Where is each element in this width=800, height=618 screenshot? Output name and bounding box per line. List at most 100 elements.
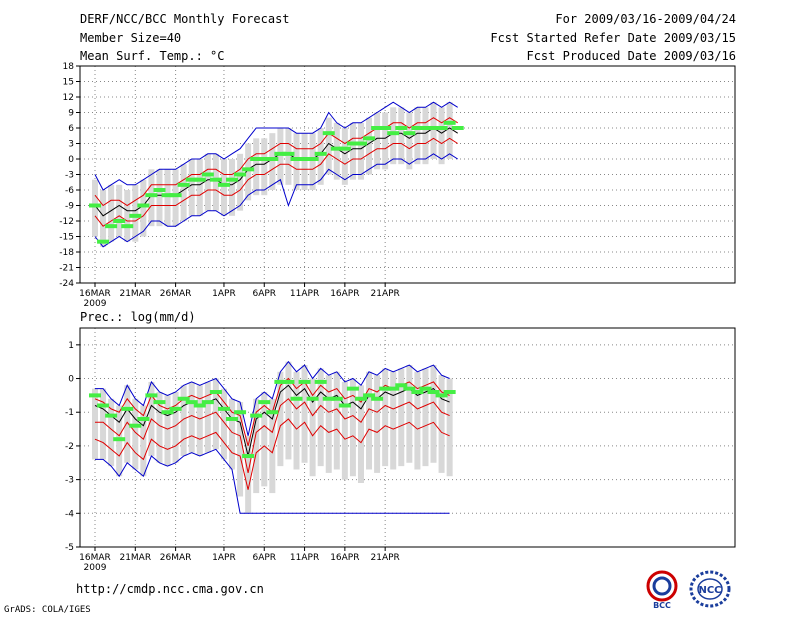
precip-member-box	[124, 385, 131, 463]
grads-credit: GrADS: COLA/IGES	[4, 605, 91, 615]
precip-observed-mark	[161, 410, 174, 415]
temp-observed-mark	[113, 219, 126, 223]
precip-observed-mark	[266, 410, 279, 415]
temp-observed-mark	[201, 172, 214, 177]
temp-observed-mark	[290, 157, 303, 161]
precip-observed-mark	[129, 423, 142, 428]
precip-observed-mark	[121, 406, 134, 411]
precip-observed-mark	[250, 413, 263, 418]
precip-member-box	[446, 378, 453, 477]
temp-member-box	[220, 159, 227, 216]
temp-min-line	[94, 153, 458, 248]
temp-member-box	[204, 153, 211, 211]
temp-member-box	[317, 128, 324, 185]
temp-ytick-label: -24	[59, 279, 74, 289]
precip-member-box	[357, 385, 364, 483]
precip-observed-mark	[145, 393, 158, 398]
temp-xtick-label: 21APR	[371, 289, 400, 299]
temp-ytick-label: 12	[63, 93, 74, 103]
precip-panel: -5 -4 -3 -2 -1 0 1 16MAR 21MAR 26MAR 1APR 6APR 11APR…	[65, 327, 736, 573]
temp-ytick-label: -15	[59, 233, 74, 243]
precip-member-box	[382, 368, 389, 467]
temp-member-box	[366, 117, 373, 175]
precip-observed-mark	[314, 379, 327, 384]
precip-observed-mark	[306, 396, 319, 401]
temp-member-box	[333, 122, 340, 180]
bcc-logo: BCC	[646, 570, 678, 610]
precip-xtick-label: 16MAR	[79, 553, 111, 563]
ncc-logo-text: NCC	[698, 585, 721, 596]
temp-observed-mark	[129, 213, 142, 218]
precip-member-box	[140, 405, 147, 477]
precip-observed-mark	[226, 416, 239, 421]
precip-observed-mark	[371, 396, 384, 401]
precip-member-box	[212, 378, 219, 450]
precip-observed-mark	[282, 379, 295, 384]
precip-observed-mark	[201, 400, 214, 405]
temp-observed-mark	[89, 203, 101, 208]
temp-member-box	[414, 107, 421, 165]
forecast-produced: Fcst Produced Date 2009/03/16	[526, 49, 736, 63]
precip-member-box	[253, 398, 260, 494]
precip-observed-mark	[274, 379, 287, 384]
temp-member-box	[406, 112, 413, 170]
temp-observed-mark	[354, 141, 367, 146]
precip-xtick-label: 6APR	[252, 553, 276, 563]
temp-observed-mark	[217, 182, 230, 187]
temp-max-line	[94, 101, 458, 191]
precip-member-box	[430, 365, 437, 463]
temp-ytick-label: 6	[68, 124, 74, 134]
precip-observed-mark	[427, 390, 440, 395]
precip-member-box	[341, 381, 348, 480]
temp-ytick-label: 18	[63, 62, 75, 72]
temp-observed-mark	[145, 193, 158, 198]
temp-member-box	[148, 169, 155, 227]
temp-observed-mark	[234, 172, 247, 177]
source-url[interactable]: http://cmdp.ncc.cma.gov.cn	[76, 582, 264, 596]
temp-observed-mark	[427, 126, 440, 130]
forecast-started: Fcst Started Refer Date 2009/03/15	[490, 31, 736, 45]
temp-ytick-label: -18	[59, 248, 74, 258]
temp-observed-mark	[137, 203, 150, 208]
temp-member-box	[325, 117, 332, 175]
precip-member-box	[293, 371, 300, 470]
precip-member-box	[204, 381, 211, 453]
temp-observed-mark	[363, 136, 376, 141]
temp-observed-mark	[371, 126, 384, 130]
ncc-logo: NCC	[689, 570, 731, 608]
precip-member-box	[220, 388, 227, 460]
precip-member-box	[229, 398, 236, 470]
temp-member-box	[438, 107, 445, 165]
temp-ytick-label: -9	[65, 202, 74, 212]
temp-observed-mark	[282, 151, 295, 156]
precip-member-box	[398, 368, 405, 467]
precip-member-box	[108, 398, 115, 467]
temp-observed-mark	[435, 126, 448, 130]
temp-member-box	[293, 133, 300, 190]
precip-observed-mark	[403, 386, 416, 391]
precip-observed-mark	[242, 454, 255, 459]
temp-observed-mark	[298, 157, 311, 161]
temp-observed-mark	[387, 131, 400, 136]
precip-ytick-label: 1	[68, 341, 74, 351]
precip-lower-line	[95, 398, 450, 474]
temp-member-box	[269, 133, 276, 190]
temp-observed-mark	[161, 193, 174, 198]
temp-observed-mark	[266, 157, 279, 161]
precip-observed-mark	[290, 396, 303, 401]
temp-member-box	[188, 159, 195, 216]
temp-member-box	[212, 153, 219, 211]
precip-ytick-label: 0	[68, 375, 74, 385]
temp-xtick-label: 26MAR	[160, 289, 192, 299]
temp-observed-mark	[153, 188, 166, 192]
temp-xtick-label: 11APR	[290, 289, 319, 299]
precip-member-box	[237, 402, 244, 497]
temp-lower-line	[94, 137, 458, 227]
precip-ytick-label: -4	[65, 509, 74, 519]
precip-min-line	[95, 448, 450, 514]
precip-ytick-label: -5	[65, 543, 74, 553]
temp-member-box	[108, 184, 115, 242]
temp-observed-mark	[322, 131, 335, 136]
temp-observed-mark	[209, 177, 222, 182]
temp-observed-mark	[419, 126, 432, 130]
